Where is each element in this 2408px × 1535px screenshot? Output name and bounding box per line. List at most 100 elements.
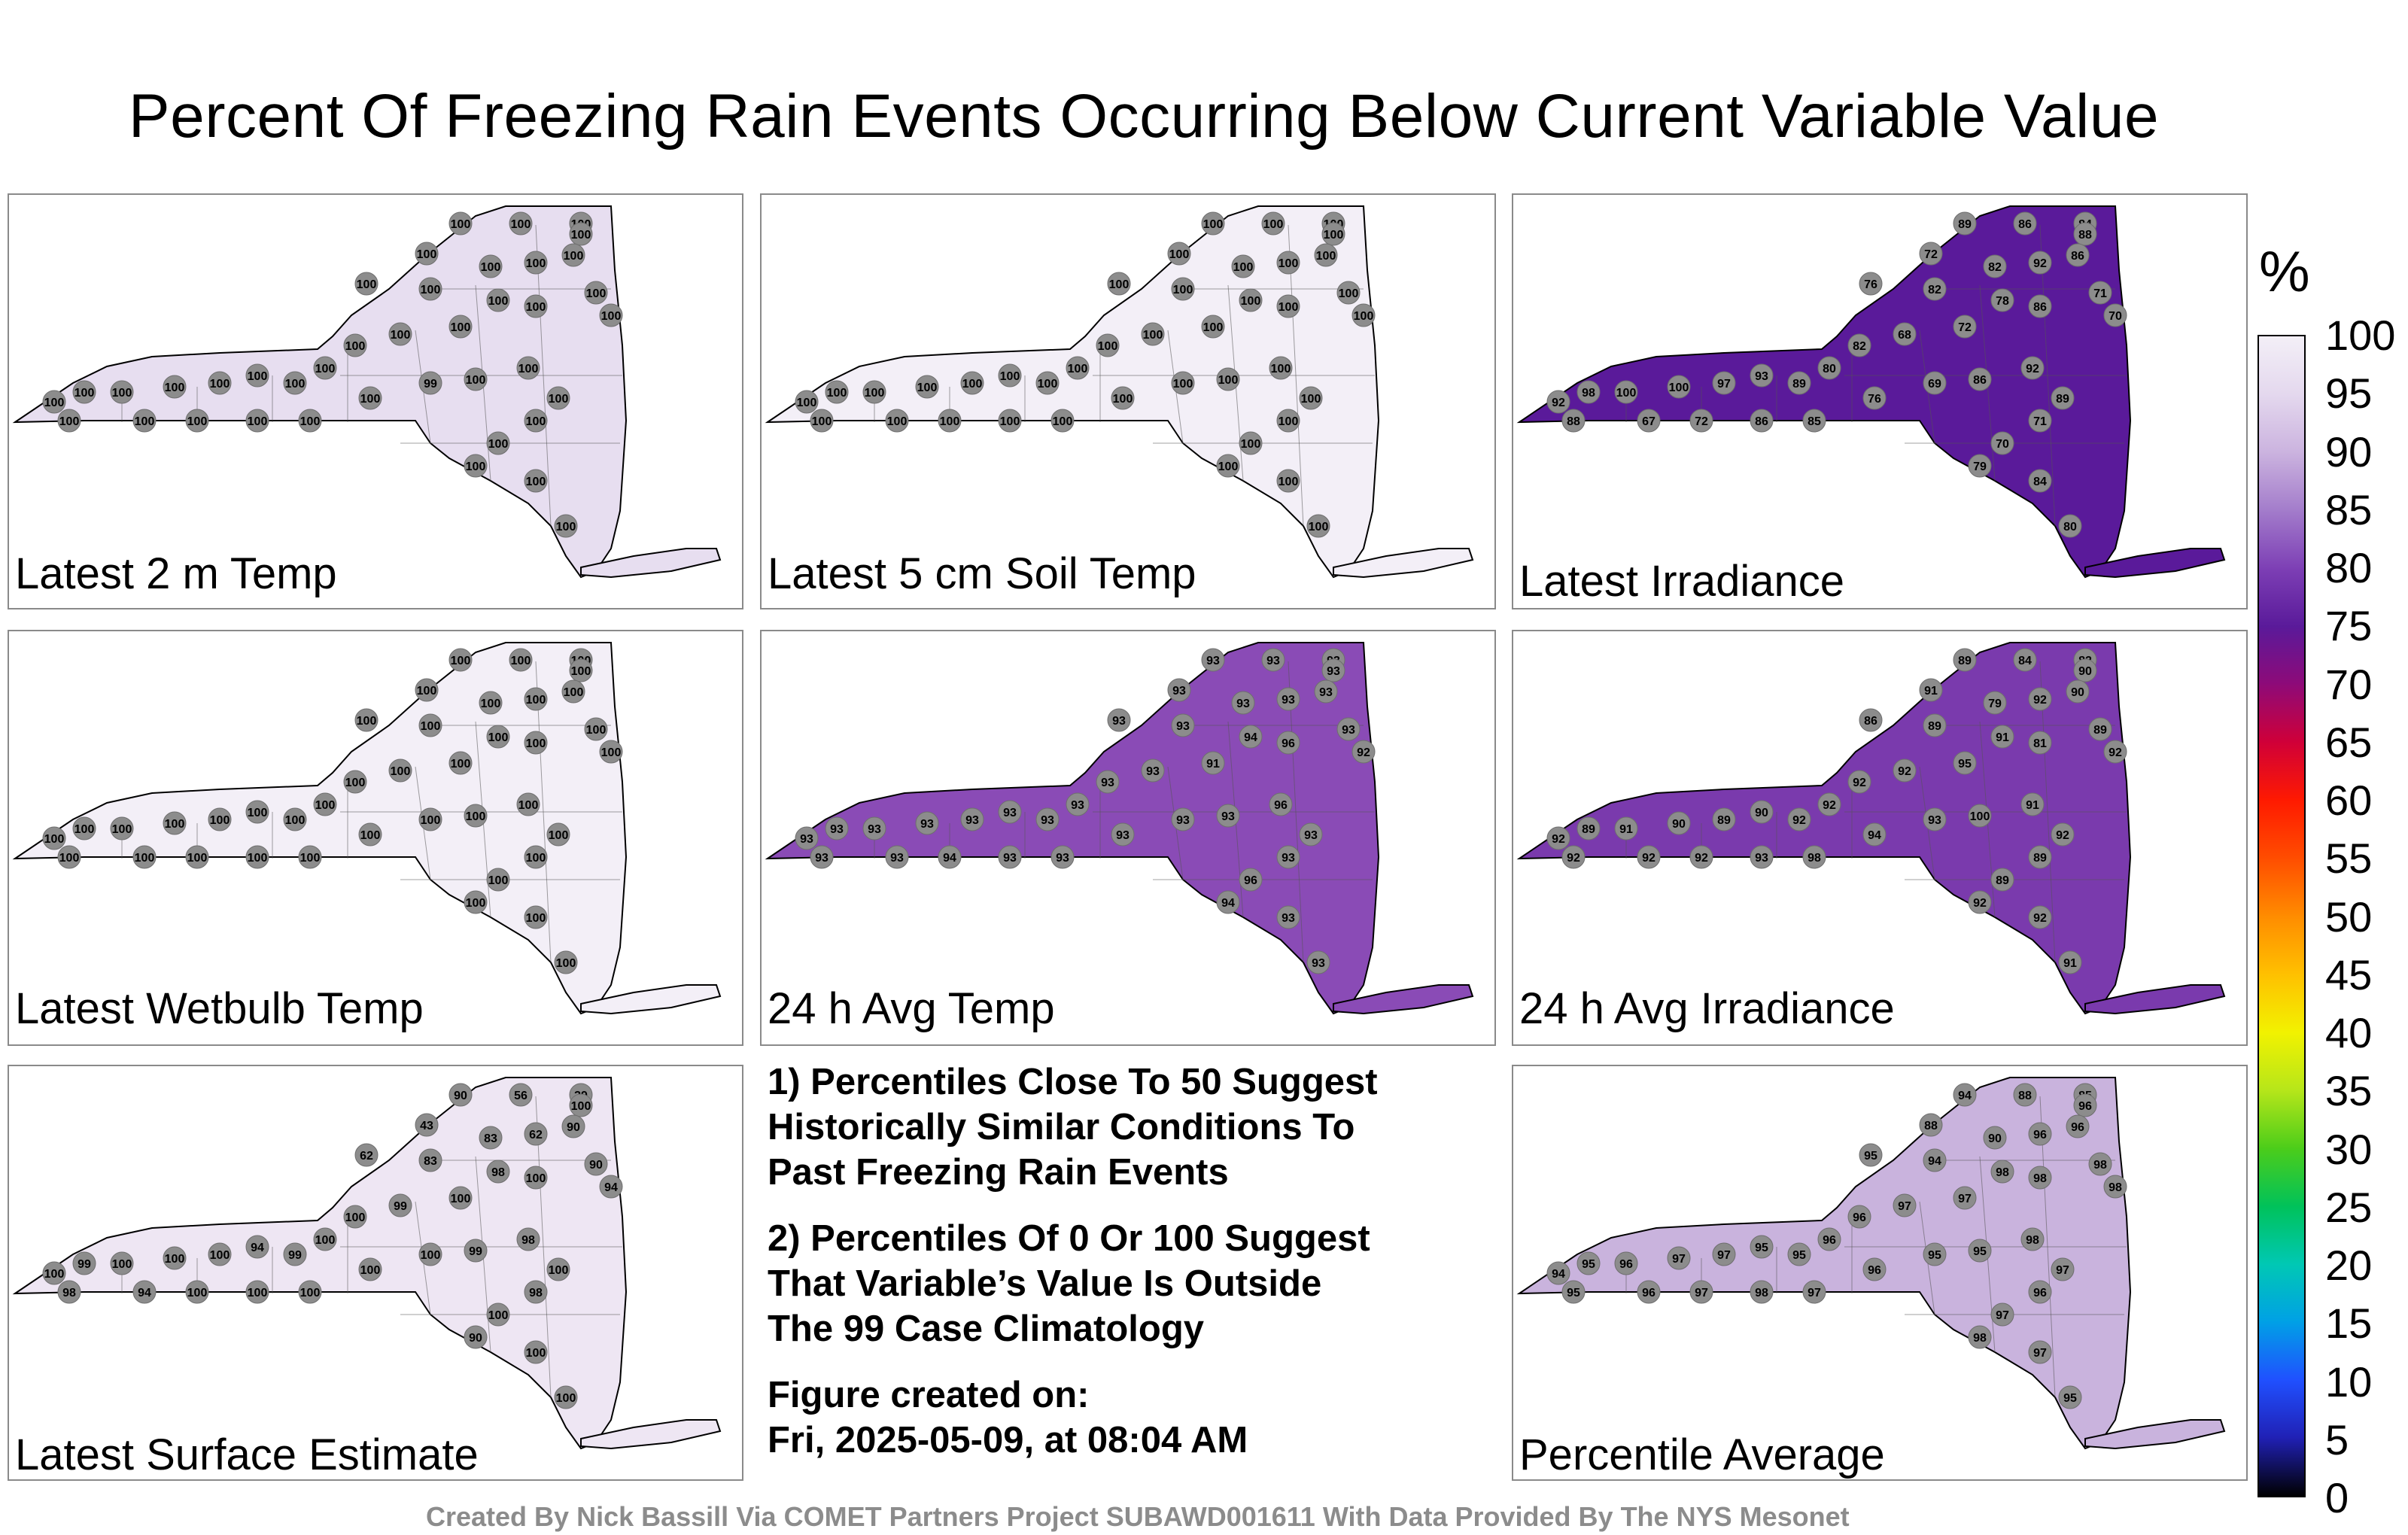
station-marker [1983,254,2007,278]
station-marker [358,386,382,410]
station-marker [1050,409,1075,433]
station-value: 100 [74,387,95,400]
station-marker [1750,1280,1774,1304]
station-value: 100 [74,823,95,836]
station-marker [1859,272,1883,296]
station-value: 99 [424,378,437,391]
station-value: 100 [360,1264,381,1277]
notes: 1) Percentiles Close To 50 Suggest Histo… [768,1059,1497,1484]
station-value: 93 [1041,814,1054,827]
station-marker [479,254,503,278]
station-marker [245,363,269,388]
station-marker [313,792,337,816]
station-marker [1817,356,1841,380]
map-panel: 100 100 100 100 100 100 100 100 100 100 100 100 100 1… [8,193,743,609]
station-marker [388,322,412,346]
long-island-outline [2084,984,2226,1015]
colorbar-tick: 60 [2325,777,2373,824]
station-value: 100 [586,287,607,300]
map-panel: 100 100 100 100 100 100 100 100 100 100 100 100 100 1… [8,630,743,1046]
station-marker [524,1280,548,1304]
station-marker [1953,211,1977,236]
station-marker [72,1251,96,1275]
station-marker [448,315,473,339]
station-marker [2058,1385,2082,1409]
station-value: 81 [2033,737,2047,750]
station-marker [1351,303,1376,327]
station-marker [2028,469,2052,493]
station-marker [163,811,187,835]
station-value: 100 [345,1211,366,1224]
station-value: 93 [800,833,813,846]
station-marker [524,1122,548,1146]
station-value: 100 [210,814,230,827]
station-value: 97 [1898,1200,1911,1213]
station-value: 98 [2026,1234,2039,1247]
station-value: 82 [1853,340,1866,353]
long-island-outline [1333,984,1474,1015]
station-marker [1276,409,1300,433]
station-marker [885,845,909,869]
station-marker [1201,751,1225,775]
station-marker [1923,1242,1947,1266]
station-marker [1923,277,1947,301]
station-marker [1637,845,1661,869]
station-value: 68 [1898,329,1911,342]
station-value: 100 [1113,393,1133,406]
station-value: 43 [420,1120,433,1132]
colorbar-tick: 20 [2325,1242,2373,1289]
station-marker [1859,1143,1883,1167]
station-value: 100 [451,655,471,667]
station-value: 86 [1755,415,1768,428]
station-value: 93 [1755,852,1768,865]
station-value: 88 [2078,229,2092,242]
colorbar-band [2259,1263,2304,1323]
station-marker [57,409,81,433]
station-value: 100 [564,250,584,263]
station-marker [464,454,488,478]
station-value: 93 [1236,698,1250,710]
station-marker [2066,679,2090,704]
station-marker [283,1242,307,1266]
station-value: 89 [1958,218,1972,231]
station-value: 92 [2033,912,2047,925]
station-value: 100 [451,758,471,771]
station-value: 91 [1206,758,1220,771]
station-marker [1171,371,1195,395]
station-marker [561,243,585,267]
station-value: 100 [1616,387,1637,400]
station-value: 79 [1988,698,2002,710]
station-marker [42,390,66,414]
credit-footer: Created By Nick Bassill Via COMET Partne… [426,1501,1850,1532]
station-marker [1712,807,1736,831]
station-value: 100 [357,715,377,728]
station-marker [524,251,548,275]
station-value: 100 [571,1100,591,1113]
station-value: 96 [1274,799,1288,812]
station-value: 93 [1755,370,1768,383]
station-value: 100 [526,852,546,865]
station-marker [1990,868,2014,892]
station-marker [418,713,442,737]
station-value: 100 [518,799,539,812]
colorbar-band [2259,1379,2304,1439]
state-outline [12,642,628,1015]
station-marker [2028,251,2052,275]
station-value: 100 [488,1309,509,1322]
station-value: 100 [1173,284,1193,296]
station-value: 100 [187,1287,208,1299]
station-value: 100 [917,381,938,394]
station-value: 70 [2109,310,2122,323]
station-marker [448,751,473,775]
station-marker [1750,845,1774,869]
station-marker [2028,409,2052,433]
long-island-outline [580,984,722,1015]
station-marker [448,1083,473,1107]
station-marker [998,409,1022,433]
station-marker [486,725,510,749]
station-marker [1750,363,1774,388]
station-marker [486,1302,510,1327]
station-marker [185,409,209,433]
station-value: 100 [526,257,546,270]
